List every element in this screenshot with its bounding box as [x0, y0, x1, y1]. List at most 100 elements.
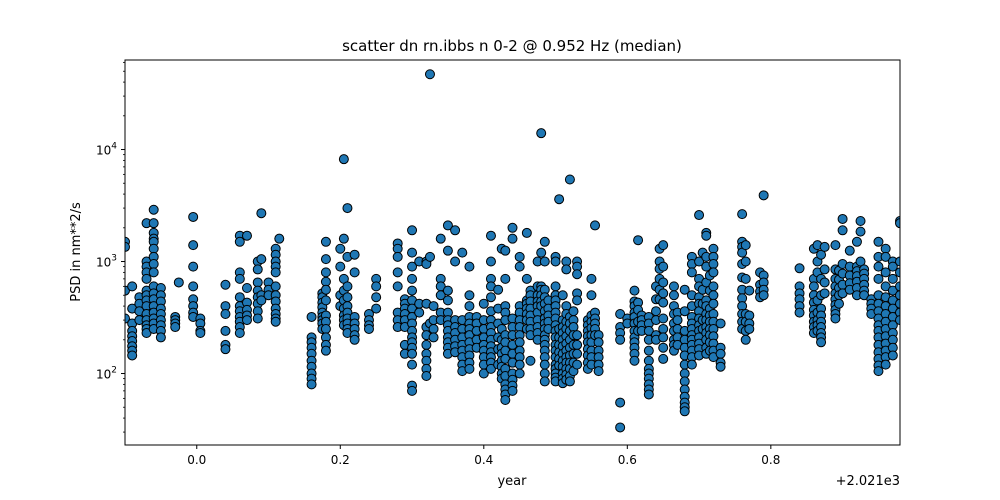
data-point: [715, 361, 726, 372]
data-point: [407, 385, 418, 396]
data-point: [855, 226, 866, 237]
data-point: [536, 247, 547, 258]
data-point: [464, 290, 475, 301]
data-point: [320, 323, 331, 334]
data-point: [428, 332, 439, 343]
data-point: [148, 218, 159, 229]
data-point: [819, 288, 830, 299]
data-point: [550, 281, 561, 292]
data-point: [274, 233, 285, 244]
data-point: [737, 209, 748, 220]
data-point: [895, 290, 900, 301]
data-point: [407, 348, 418, 359]
data-point: [539, 256, 550, 267]
data-point: [819, 277, 830, 288]
data-point: [895, 307, 900, 318]
data-point: [485, 230, 496, 241]
y-axis-ticks: 102 103 104: [96, 61, 125, 433]
data-point: [819, 264, 830, 275]
data-point: [188, 240, 199, 251]
data-point: [658, 323, 669, 334]
data-point: [306, 379, 317, 390]
data-point: [794, 307, 805, 318]
data-point: [668, 281, 679, 292]
data-point: [485, 363, 496, 374]
data-point: [320, 284, 331, 295]
data-point: [514, 251, 525, 262]
data-point: [424, 69, 435, 80]
data-point: [715, 318, 726, 329]
data-point: [895, 281, 900, 292]
data-point: [270, 267, 281, 278]
data-point: [572, 330, 583, 341]
y-tick-label: 104: [96, 142, 117, 158]
data-point: [615, 422, 626, 433]
data-point: [539, 359, 550, 370]
data-point: [536, 128, 547, 139]
data-point: [572, 295, 583, 306]
data-point: [629, 355, 640, 366]
data-point: [407, 225, 418, 236]
data-point: [880, 267, 891, 278]
data-point: [363, 323, 374, 334]
chart-title: scatter dn rn.ibbs n 0-2 @ 0.952 Hz (med…: [342, 37, 682, 55]
data-point: [442, 220, 453, 231]
data-point: [435, 290, 446, 301]
data-point: [407, 285, 418, 296]
data-point: [816, 337, 827, 348]
data-point: [407, 261, 418, 272]
data-point: [450, 225, 461, 236]
data-point: [557, 290, 568, 301]
data-point: [338, 233, 349, 244]
data-point: [658, 277, 669, 288]
data-point: [428, 323, 439, 334]
data-point: [442, 245, 453, 256]
data-point: [830, 313, 841, 324]
data-point: [572, 339, 583, 350]
data-point: [895, 218, 900, 229]
data-point: [615, 397, 626, 408]
data-point: [658, 240, 669, 251]
data-point: [442, 295, 453, 306]
data-point: [887, 285, 898, 296]
data-point: [252, 264, 263, 275]
plot-frame: [124, 59, 901, 446]
data-point: [572, 348, 583, 359]
x-tick-label: 0.2: [331, 453, 350, 467]
data-point: [500, 273, 511, 284]
data-point: [407, 247, 418, 258]
data-point: [837, 213, 848, 224]
data-point: [514, 368, 525, 379]
data-point: [349, 249, 360, 260]
data-point: [320, 254, 331, 265]
data-point: [256, 208, 267, 219]
data-point: [371, 292, 382, 303]
data-point: [568, 306, 579, 317]
data-point: [658, 313, 669, 324]
data-point: [880, 281, 891, 292]
data-point: [349, 267, 360, 278]
data-point: [740, 240, 751, 251]
data-point: [679, 284, 690, 295]
data-point: [371, 303, 382, 314]
data-point: [758, 190, 769, 201]
data-point: [435, 233, 446, 244]
data-point: [270, 316, 281, 327]
data-point: [127, 281, 138, 292]
data-point: [478, 298, 489, 309]
data-point: [256, 254, 267, 265]
data-point: [855, 216, 866, 227]
data-point: [895, 267, 900, 278]
data-point: [335, 261, 346, 272]
data-point: [371, 281, 382, 292]
data-point: [493, 284, 504, 295]
data-point: [521, 227, 532, 238]
data-point: [668, 290, 679, 301]
data-point: [320, 345, 331, 356]
data-point: [220, 344, 231, 355]
data-point: [694, 210, 705, 221]
data-point: [895, 256, 900, 267]
data-point: [485, 256, 496, 267]
data-point: [679, 306, 690, 317]
